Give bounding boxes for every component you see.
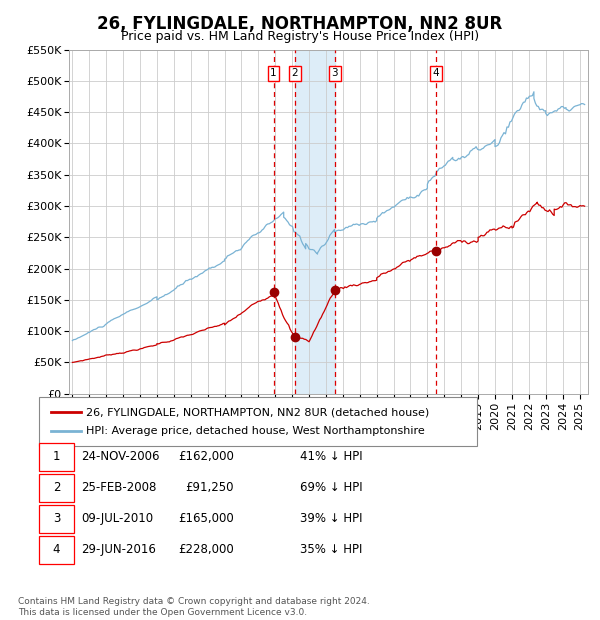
Text: 24-NOV-2006: 24-NOV-2006 <box>81 451 160 463</box>
Text: 1: 1 <box>53 451 60 463</box>
Text: 3: 3 <box>53 513 60 525</box>
Text: 1: 1 <box>270 68 277 78</box>
Text: Contains HM Land Registry data © Crown copyright and database right 2024.
This d: Contains HM Land Registry data © Crown c… <box>18 598 370 617</box>
Text: 4: 4 <box>53 544 60 556</box>
Text: 39% ↓ HPI: 39% ↓ HPI <box>300 513 362 525</box>
Text: 2: 2 <box>292 68 298 78</box>
Bar <box>295 50 335 394</box>
Text: 09-JUL-2010: 09-JUL-2010 <box>81 513 153 525</box>
Text: £228,000: £228,000 <box>178 544 234 556</box>
Text: 25-FEB-2008: 25-FEB-2008 <box>81 482 157 494</box>
Text: £162,000: £162,000 <box>178 451 234 463</box>
Text: HPI: Average price, detached house, West Northamptonshire: HPI: Average price, detached house, West… <box>86 426 425 436</box>
Text: 4: 4 <box>433 68 439 78</box>
Text: 2: 2 <box>53 482 60 494</box>
Text: 69% ↓ HPI: 69% ↓ HPI <box>300 482 362 494</box>
Text: £165,000: £165,000 <box>178 513 234 525</box>
Text: Price paid vs. HM Land Registry's House Price Index (HPI): Price paid vs. HM Land Registry's House … <box>121 30 479 43</box>
Text: 29-JUN-2016: 29-JUN-2016 <box>81 544 156 556</box>
Text: 35% ↓ HPI: 35% ↓ HPI <box>300 544 362 556</box>
Text: £91,250: £91,250 <box>185 482 234 494</box>
Text: 41% ↓ HPI: 41% ↓ HPI <box>300 451 362 463</box>
Text: 3: 3 <box>331 68 338 78</box>
Text: 26, FYLINGDALE, NORTHAMPTON, NN2 8UR: 26, FYLINGDALE, NORTHAMPTON, NN2 8UR <box>97 16 503 33</box>
Text: 26, FYLINGDALE, NORTHAMPTON, NN2 8UR (detached house): 26, FYLINGDALE, NORTHAMPTON, NN2 8UR (de… <box>86 407 429 417</box>
